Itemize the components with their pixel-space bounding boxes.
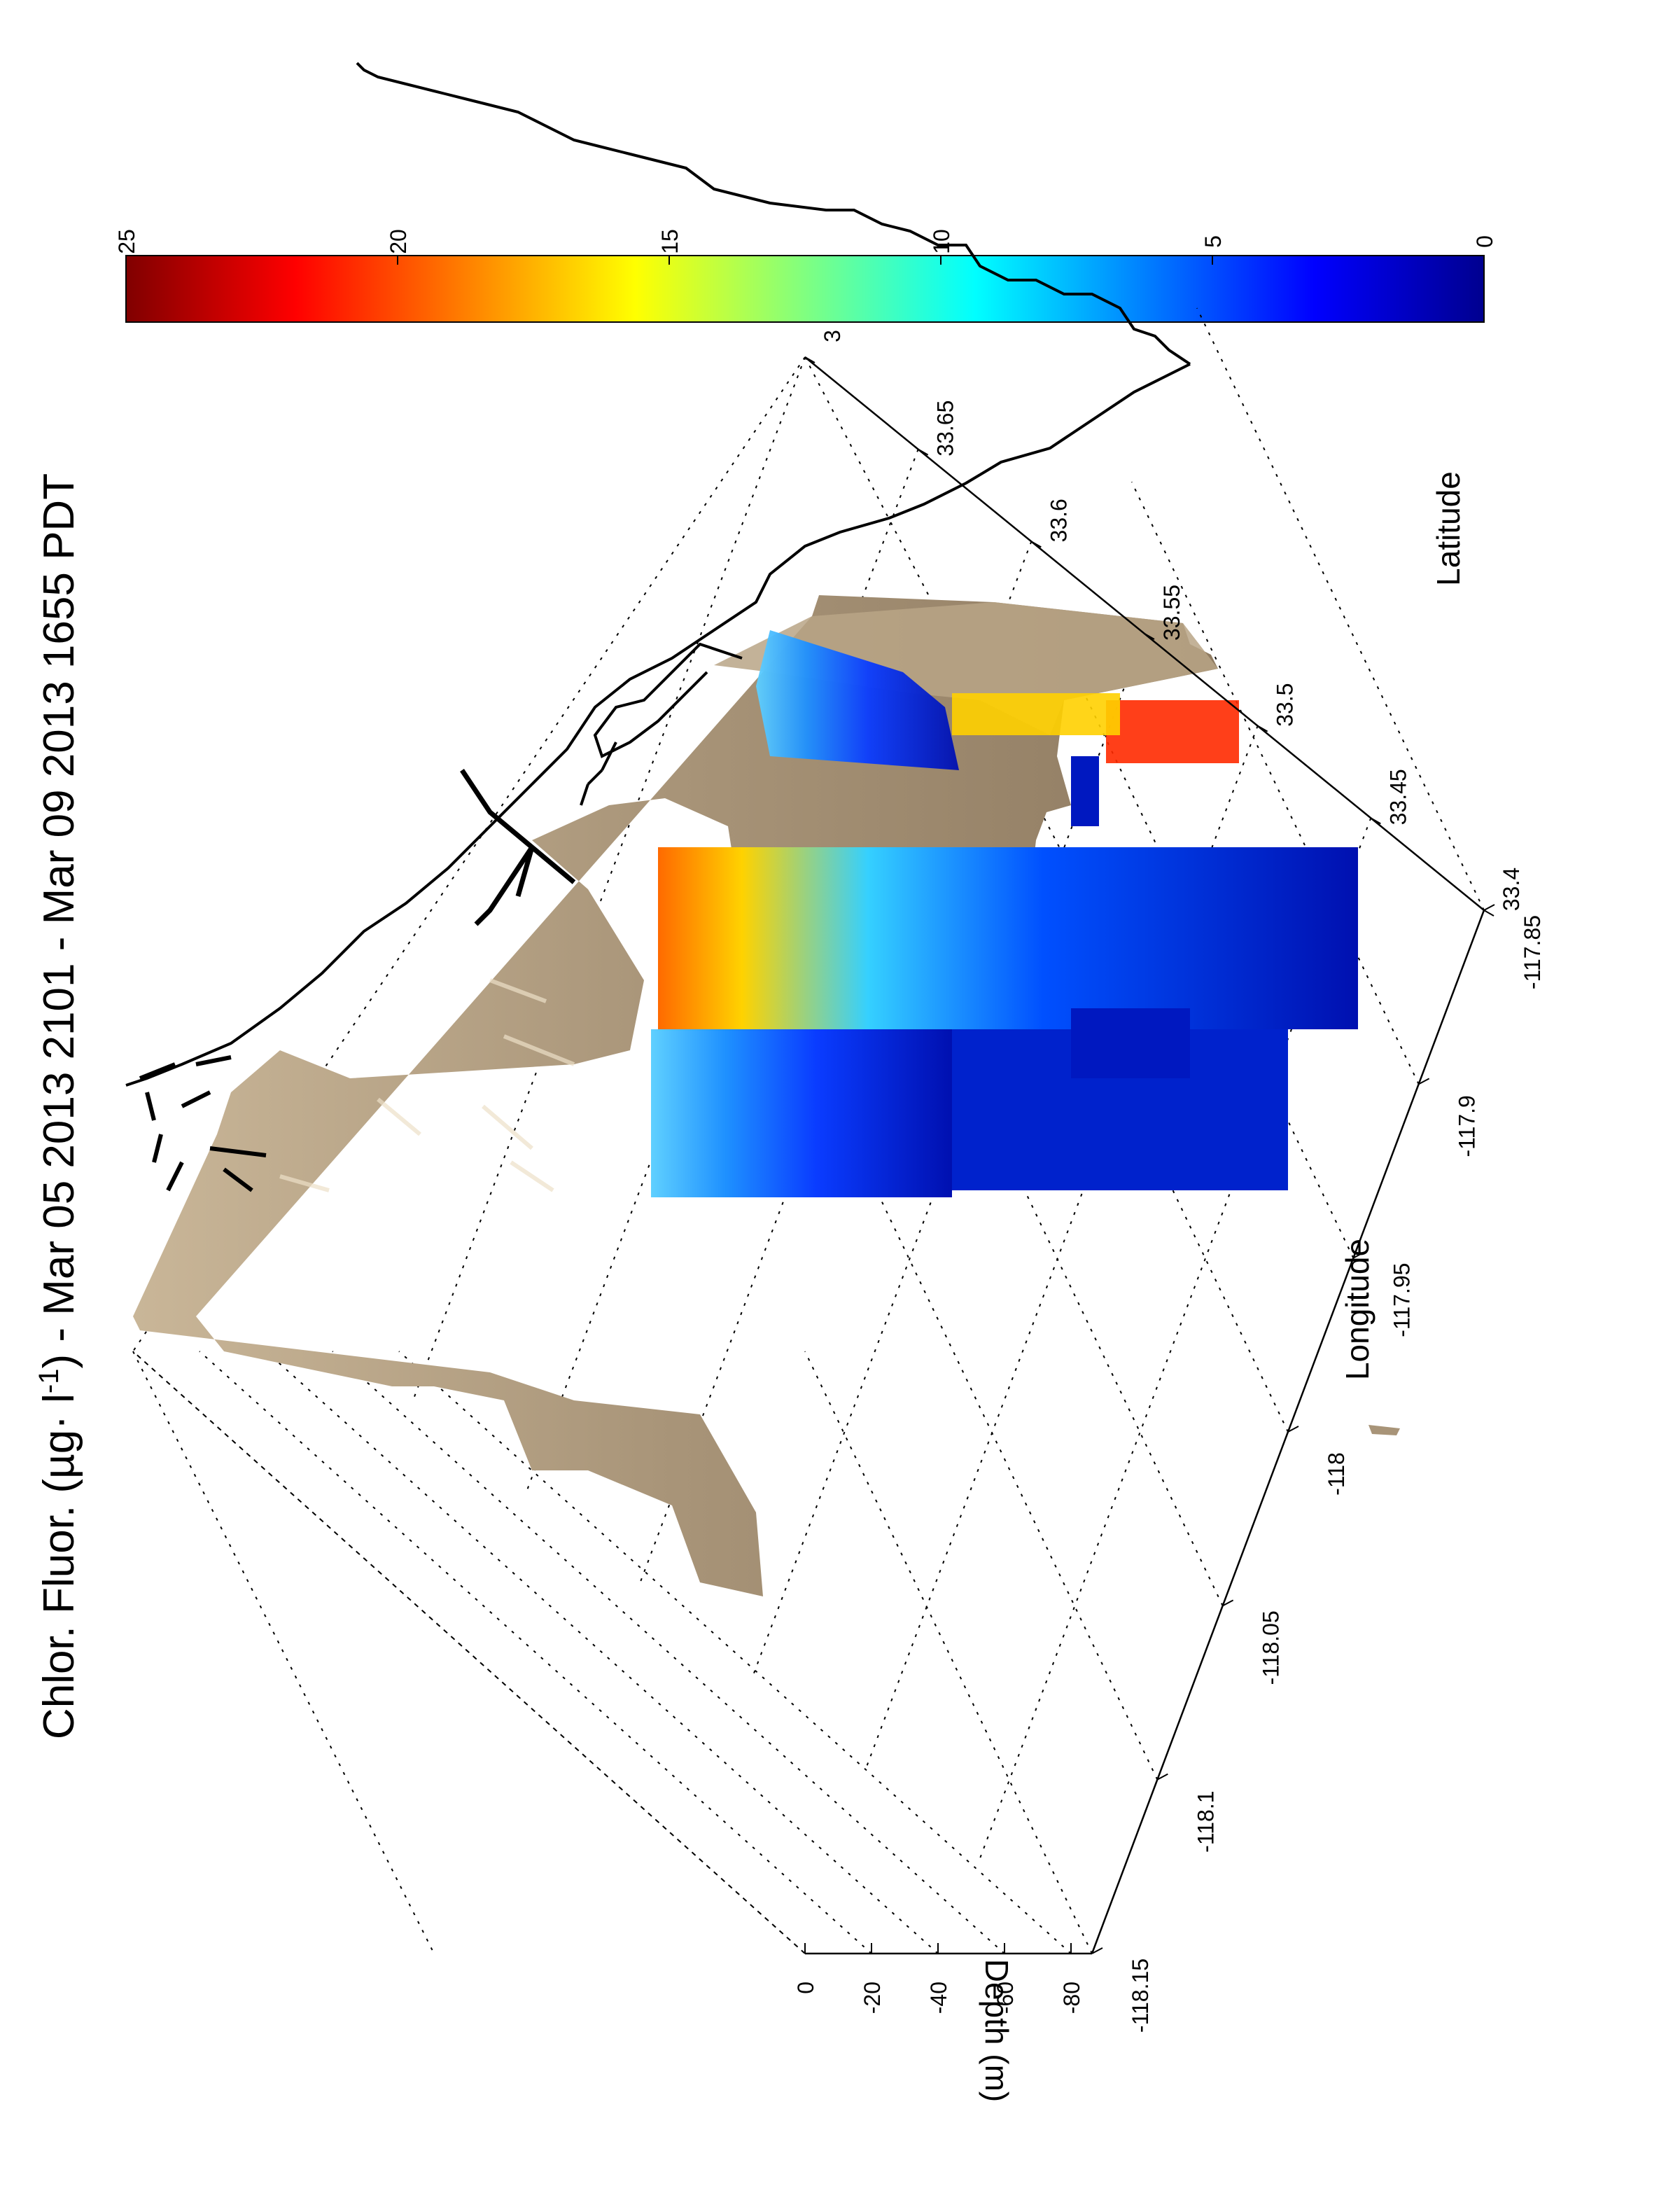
coastline-harbor (580, 642, 743, 806)
y-tick-label: 33.6 (1046, 499, 1071, 542)
grid-line-lon (1196, 307, 1485, 911)
x-tick-label: -118.15 (1128, 1958, 1153, 2033)
grid-line-depth (398, 1351, 1072, 1954)
y-tick-label: 33.55 (1159, 585, 1184, 641)
x-tick (1418, 1078, 1430, 1085)
colorbar-tick-label: 5 (1200, 235, 1226, 248)
y-tick-label: 33.4 (1499, 868, 1524, 911)
section-panel-yellow (952, 693, 1120, 735)
section-panel-bar (1071, 756, 1099, 826)
z-tick-label: -40 (926, 1982, 951, 2014)
colorbar-tick-label: 0 (1472, 235, 1497, 248)
chart-title: Chlor. Fluor. (µg· l-1) - Mar 05 2013 21… (34, 473, 83, 1739)
colorbar-gradient (126, 256, 1484, 322)
x-tick-label: -118 (1324, 1452, 1349, 1496)
colorbar-tick-label: 25 (114, 229, 139, 254)
section-panel-lower (1071, 1008, 1190, 1078)
bathymetry-surface (133, 595, 1400, 1596)
coastline-main (125, 363, 1191, 1087)
y-tick (1370, 817, 1381, 825)
colorbar-frame (125, 255, 1485, 323)
section-panel-main (658, 847, 1358, 1029)
colorbar-tick-label: 15 (657, 229, 682, 254)
section-panels (651, 630, 1358, 1197)
coastline (125, 62, 1191, 1192)
grid-line-lon (869, 1177, 1158, 1781)
x-tick (1483, 904, 1495, 911)
x-tick-label: -117.9 (1455, 1095, 1480, 1157)
coastline-jetty-1 (460, 769, 576, 926)
grid-line-depth (265, 1351, 939, 1954)
x-tick-label: -118.05 (1259, 1610, 1284, 1685)
y-tick-label: 33.65 (933, 401, 958, 457)
y-tick (1030, 541, 1042, 548)
bathymetry-islet (1368, 1425, 1400, 1435)
grid-box-edge (132, 1351, 435, 1954)
z-tick-labels: 0 -20 -40 -60 -80 (793, 1943, 1084, 2014)
z-axis-label: Depth (m) (979, 1959, 1015, 2102)
z-tick-label: 0 (793, 1982, 818, 1994)
z-tick-label: -60 (993, 1982, 1018, 2014)
coastline-upper (356, 62, 1191, 365)
section-panel-hotspot (1106, 700, 1239, 763)
y-tick-label: 3 (820, 330, 845, 342)
y-tick (804, 356, 816, 363)
x-tick-labels: -118.15 -118.1 -118.05 -118 -117.95 -117.9 -11… (1091, 904, 1545, 2033)
y-tick-labels: 33.4 33.45 33.5 33.55 33.6 33.65 3 (804, 330, 1524, 917)
section-panel-diagonal (756, 630, 959, 770)
y-tick-label: 33.45 (1385, 769, 1410, 825)
grid-line-lon (934, 1003, 1224, 1606)
y-axis-label: Latitude (1430, 471, 1466, 586)
x-tick (1091, 1947, 1103, 1954)
y-tick (918, 448, 929, 456)
grid-line-lon (804, 1351, 1093, 1954)
x-tick-label: -118.1 (1193, 1790, 1218, 1852)
y-tick (1483, 910, 1494, 917)
x-tick (1222, 1599, 1234, 1607)
bathymetry-ridges (279, 978, 575, 1192)
grid-line-depth (132, 1351, 806, 1954)
y-tick-label: 33.5 (1273, 683, 1298, 727)
z-tick-label: -80 (1059, 1982, 1084, 2014)
z-tick-label: -20 (860, 1982, 885, 2014)
colorbar-tick-label: 20 (386, 229, 411, 254)
x-tick-label: -117.95 (1389, 1263, 1414, 1337)
grid-line-depth (332, 1351, 1005, 1954)
grid-line-depth (199, 1351, 872, 1954)
x-tick-label: -117.85 (1520, 915, 1545, 989)
bathymetry-north (714, 602, 1218, 735)
x-tick (1287, 1426, 1299, 1433)
x-tick (1156, 1773, 1168, 1781)
x-axis-label: Longitude (1339, 1239, 1376, 1380)
y-tick (1257, 725, 1268, 732)
bathymetry-main (133, 595, 1218, 1596)
coastline-jetty-2 (139, 1055, 267, 1192)
x-tick (1352, 1251, 1364, 1259)
section-panel-back (651, 1029, 952, 1197)
grid-line-lon (1130, 481, 1420, 1085)
y-tick (1144, 633, 1155, 640)
